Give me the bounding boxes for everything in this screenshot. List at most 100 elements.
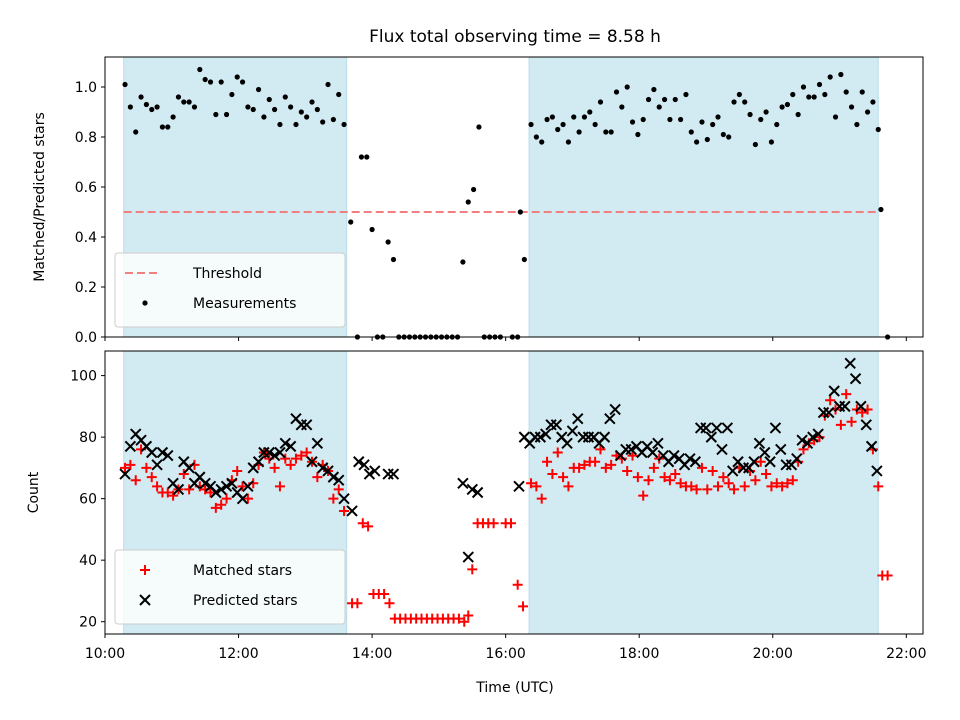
y-tick-label: 0.4 — [75, 230, 97, 246]
measurement-point — [348, 219, 354, 225]
predicted-star-point — [226, 477, 238, 489]
matched-star-point — [518, 601, 529, 612]
measurement-point — [683, 91, 689, 98]
matched-star-point — [606, 459, 617, 470]
chart-title: Flux total observing time = 8.58 h — [369, 27, 661, 47]
y-axis-label: Matched/Predicted stars — [32, 112, 48, 282]
predicted-star-point — [764, 456, 776, 468]
matched-star-point — [146, 472, 157, 483]
predicted-star-point — [210, 486, 222, 499]
measurement-point — [672, 96, 678, 103]
legend-label: Matched stars — [193, 563, 292, 579]
measurement-point — [635, 131, 641, 138]
measurement-point — [731, 99, 737, 105]
predicted-star-point — [844, 357, 856, 370]
measurement-point — [336, 91, 342, 98]
measurement-point — [848, 104, 855, 110]
matched-star-point — [643, 475, 654, 486]
measurement-point — [250, 106, 256, 113]
measurement-point — [843, 89, 849, 95]
matched-star-point — [221, 493, 232, 504]
predicted-star-point — [609, 403, 621, 416]
matched-star-point — [531, 481, 542, 492]
measurement-point — [651, 86, 657, 93]
measurement-point — [875, 126, 881, 133]
x-tick-label: 20:00 — [753, 646, 793, 662]
measurement-point — [175, 94, 182, 100]
measurement-point — [170, 114, 176, 120]
predicted-star-point — [871, 465, 883, 477]
measurement-point — [369, 226, 375, 233]
matched-star-point — [168, 490, 179, 501]
measurement-point — [795, 111, 801, 118]
shaded-interval-1 — [528, 56, 879, 338]
matched-star-point — [467, 564, 478, 575]
predicted-star-point — [363, 468, 376, 480]
x-tick-label: 16:00 — [485, 646, 525, 662]
measurement-point — [239, 79, 246, 85]
measurement-point — [661, 96, 668, 103]
measurement-point — [581, 114, 588, 120]
matched-star-point — [178, 469, 189, 480]
measurement-point — [864, 109, 871, 115]
legend-frame — [114, 549, 346, 625]
matched-star-point — [125, 459, 136, 470]
measurement-point — [293, 121, 299, 128]
matched-star-point — [453, 613, 464, 624]
measurement-point — [555, 126, 561, 133]
measurement-point — [752, 141, 758, 148]
predicted-star-point — [162, 449, 174, 462]
matched-star-point — [547, 469, 558, 480]
predicted-star-point — [242, 480, 254, 493]
measurement-point — [154, 104, 160, 110]
measurement-point — [364, 154, 370, 160]
predicted-star-point — [540, 428, 552, 440]
matched-star-point — [648, 462, 659, 473]
measurement-point — [768, 139, 775, 145]
measurement-point — [854, 121, 860, 128]
predicted-star-point — [759, 446, 771, 459]
measurement-point — [133, 129, 139, 135]
y-tick-label: 100 — [70, 369, 97, 385]
measurement-point — [779, 104, 785, 110]
matched-star-point — [463, 610, 474, 621]
series-cross — [119, 357, 883, 563]
matched-star-point — [242, 493, 253, 504]
measurement-point — [358, 154, 365, 160]
predicted-star-point — [860, 419, 872, 431]
matched-star-point — [600, 462, 611, 473]
matched-star-point — [120, 462, 131, 473]
predicted-star-point — [684, 452, 696, 465]
predicted-star-point — [471, 486, 484, 499]
matched-star-point — [707, 465, 718, 476]
predicted-star-point — [550, 419, 563, 431]
measurement-point — [207, 79, 214, 85]
measurement-point — [539, 139, 545, 145]
matched-star-point — [595, 444, 606, 455]
measurement-point — [640, 116, 646, 123]
predicted-star-point — [284, 440, 297, 453]
matched-star-point — [873, 481, 884, 492]
legend-matched-swatch — [140, 565, 150, 575]
predicted-star-point — [382, 468, 394, 480]
measurement-point — [229, 91, 235, 98]
measurement-point — [288, 104, 294, 110]
matched-star-point — [846, 416, 857, 427]
predicted-star-point — [338, 492, 350, 505]
matched-star-point — [274, 481, 285, 492]
matched-star-point — [384, 598, 395, 609]
matched-star-point — [691, 484, 702, 495]
x-tick-label: 12:00 — [218, 646, 258, 662]
matched-star-point — [622, 465, 633, 476]
measurement-point — [261, 114, 267, 120]
y-axis-label: Count — [26, 471, 42, 513]
predicted-star-point — [689, 456, 702, 468]
axes-frame — [104, 350, 924, 635]
measurement-point — [806, 94, 812, 100]
measurement-point — [822, 91, 828, 98]
matched-star-point — [280, 453, 291, 464]
matched-star-point — [333, 484, 344, 495]
x-tick-label: 14:00 — [352, 646, 392, 662]
measurement-point — [619, 104, 625, 110]
predicted-star-point — [855, 400, 867, 413]
